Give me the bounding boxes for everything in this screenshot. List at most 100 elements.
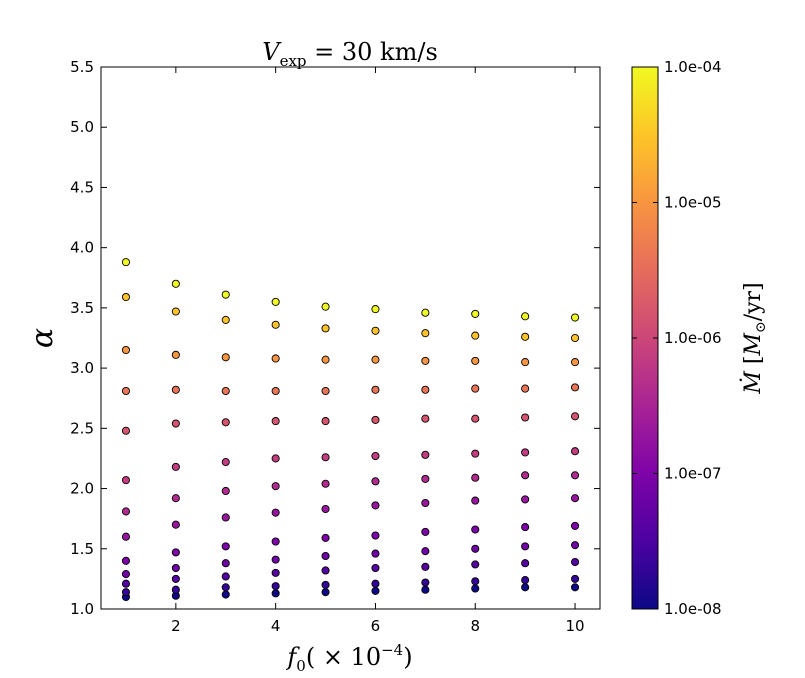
data-point (271, 386, 280, 396)
data-point (171, 574, 180, 583)
y-tick-label: 2.0 (70, 480, 94, 498)
data-point (171, 563, 180, 573)
colorbar-ticks: 1.0e-08 1.0e-07 1.0e-06 1.0e-05 1.0e-04 (632, 58, 722, 618)
data-point (321, 324, 330, 333)
data-point (321, 355, 330, 364)
data-point (121, 532, 130, 541)
data-point (171, 350, 180, 359)
data-point (271, 482, 280, 491)
y-tick-label: 5.0 (70, 118, 94, 136)
colorbar-tick-label: 1.0e-08 (664, 600, 722, 618)
data-point (421, 562, 430, 571)
data-point (221, 542, 230, 551)
data-point (121, 579, 130, 588)
data-point (421, 527, 430, 536)
data-point (471, 560, 480, 569)
data-point (221, 290, 230, 299)
x-tick-label: 10 (566, 617, 585, 635)
data-point (471, 577, 480, 586)
y-tick-label: 1.5 (70, 540, 94, 558)
y-axis-label: α (25, 328, 60, 348)
data-point (571, 471, 580, 480)
data-point (171, 419, 180, 428)
data-point (571, 447, 580, 456)
data-point (471, 414, 480, 423)
colorbar-tick-label: 1.0e-04 (664, 58, 722, 76)
data-point (471, 449, 480, 458)
data-point (421, 498, 430, 508)
x-tick-label: 2 (171, 617, 181, 635)
data-point (521, 448, 530, 457)
data-point (571, 383, 580, 392)
data-point (221, 583, 230, 592)
data-point (571, 412, 580, 421)
data-point (271, 354, 280, 363)
data-point (571, 494, 580, 503)
data-point (371, 501, 380, 510)
x-tick-label: 8 (470, 617, 480, 635)
data-point (171, 279, 180, 288)
data-point (471, 309, 480, 318)
data-point (371, 326, 380, 335)
data-point (321, 386, 330, 396)
data-point (421, 585, 430, 594)
data-point (121, 345, 130, 355)
data-point (321, 533, 330, 542)
data-point (121, 507, 130, 516)
data-point (521, 542, 530, 551)
data-point (171, 548, 180, 557)
data-point (471, 525, 480, 534)
data-point (321, 453, 330, 462)
x-axis: 2 4 6 8 10 (171, 67, 585, 635)
data-point (271, 589, 280, 598)
data-point (371, 415, 380, 424)
data-point (221, 386, 230, 396)
data-point (221, 572, 230, 581)
data-point (321, 551, 330, 561)
data-point (171, 307, 180, 316)
colorbar-tick-label: 1.0e-05 (664, 194, 722, 212)
data-point (571, 521, 580, 530)
y-tick-label: 5.5 (70, 58, 94, 76)
data-point (421, 474, 430, 483)
data-point (421, 450, 430, 459)
data-point (371, 563, 380, 573)
data-point (471, 584, 480, 593)
colorbar-tick-label: 1.0e-06 (664, 329, 722, 347)
data-point (521, 576, 530, 585)
colorbar-tick-label: 1.0e-07 (664, 465, 722, 483)
data-point (221, 486, 230, 496)
data-point (121, 588, 130, 597)
data-point (471, 544, 480, 553)
colorbar-label: Ṁ [M⊙/yr] (739, 282, 769, 394)
y-axis: 1.0 1.5 2.0 2.5 3.0 3.5 4.0 4.5 5.0 5.5 (70, 58, 600, 618)
data-point (171, 494, 180, 503)
data-point (121, 292, 130, 302)
y-tick-label: 3.5 (70, 299, 94, 317)
data-point (521, 312, 530, 321)
data-point (271, 297, 280, 306)
data-point (121, 426, 130, 435)
data-points (121, 258, 580, 602)
data-point (121, 476, 130, 485)
data-point (521, 495, 530, 504)
data-point (421, 385, 430, 394)
data-point (521, 559, 530, 568)
data-point (571, 358, 580, 367)
data-point (471, 473, 480, 482)
data-point (221, 315, 230, 324)
data-point (321, 580, 330, 589)
data-point (321, 417, 330, 426)
data-point (221, 418, 230, 427)
data-point (171, 520, 180, 529)
data-point (321, 588, 330, 597)
data-point (371, 385, 380, 394)
data-point (571, 583, 580, 592)
data-point (421, 356, 430, 365)
chart-title: Vexp = 30 km/s (262, 38, 438, 70)
data-point (271, 568, 280, 577)
data-point (221, 353, 230, 362)
data-point (121, 570, 130, 579)
data-point (371, 579, 380, 588)
